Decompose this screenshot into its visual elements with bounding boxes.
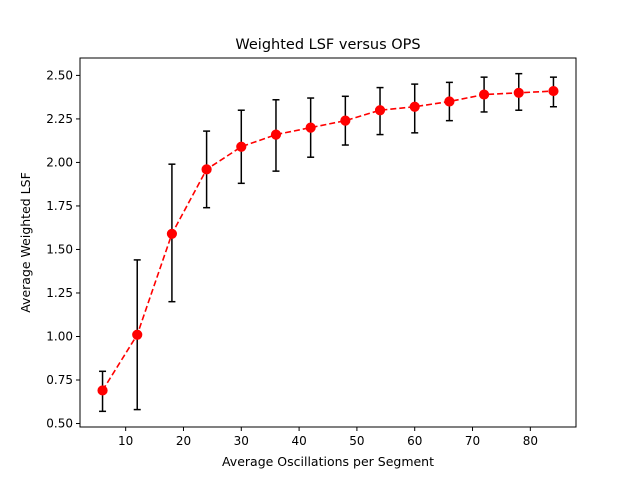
- data-point: [444, 96, 455, 107]
- y-tick-label: 0.50: [46, 417, 73, 431]
- series-line: [101, 90, 554, 391]
- data-point: [166, 228, 178, 239]
- data-point: [374, 105, 386, 116]
- y-tick-label: 2.50: [46, 68, 73, 82]
- x-tick-label: 80: [523, 434, 538, 448]
- chart-title: Weighted LSF versus OPS: [235, 37, 420, 53]
- data-point: [548, 85, 559, 97]
- y-tick-label: 0.75: [46, 373, 73, 387]
- tick-marks: [76, 74, 531, 431]
- y-tick-label: 1.75: [46, 199, 73, 213]
- data-point: [409, 101, 420, 112]
- x-axis-label: Average Oscillations per Segment: [222, 454, 434, 469]
- y-tick-label: 1.00: [46, 329, 73, 343]
- y-tick-label: 1.50: [46, 242, 73, 256]
- axes-frame: [79, 57, 577, 428]
- y-tick-label: 2.00: [46, 155, 73, 169]
- x-tick-label: 10: [118, 434, 133, 448]
- y-tick-label: 1.25: [46, 286, 73, 300]
- data-point: [478, 89, 490, 100]
- x-tick-label: 60: [407, 434, 422, 448]
- data-point: [201, 164, 212, 175]
- data-point: [305, 122, 316, 133]
- data-point: [97, 385, 108, 396]
- x-tick-label: 70: [465, 434, 480, 448]
- data-point: [270, 129, 282, 140]
- data-point: [236, 141, 247, 152]
- data-point: [513, 87, 524, 98]
- y-tick-label: 2.25: [46, 112, 73, 126]
- x-tick-label: 20: [176, 434, 191, 448]
- plot-area: [97, 72, 559, 413]
- x-tick-label: 50: [349, 434, 364, 448]
- data-point: [132, 329, 143, 340]
- x-tick-label: 30: [234, 434, 249, 448]
- data-point: [340, 115, 351, 126]
- x-tick-label: 40: [291, 434, 306, 448]
- y-axis-label: Average Weighted LSF: [18, 172, 33, 313]
